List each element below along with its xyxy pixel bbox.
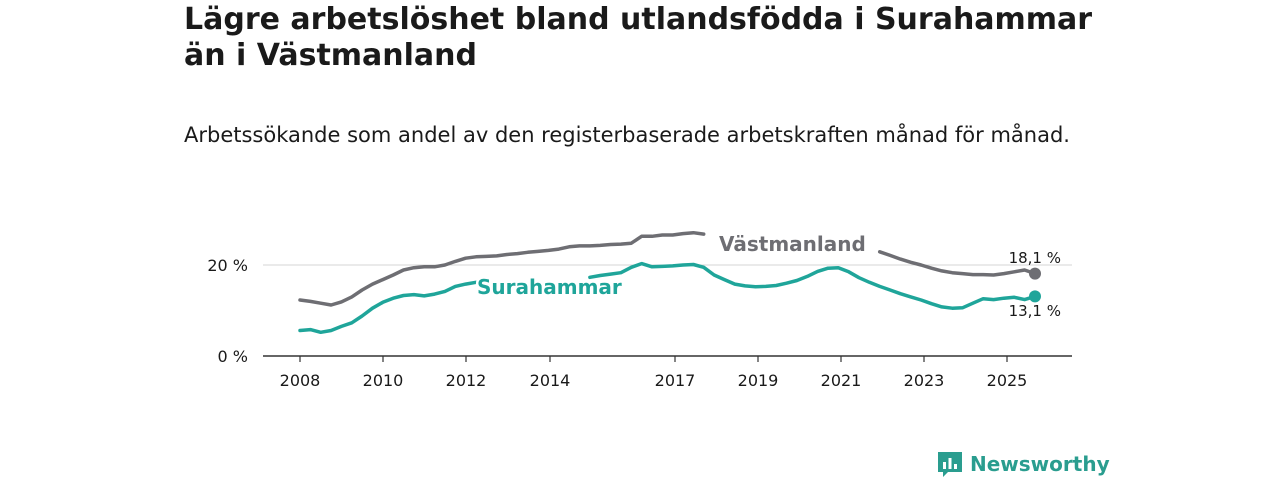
- y-axis: 0 % 20 %: [207, 256, 248, 366]
- series-line-surahammar: [588, 261, 1037, 310]
- series-name-surahammar: Surahammar: [477, 275, 622, 299]
- end-point-västmanland: [1029, 267, 1041, 280]
- x-tick-label: 2025: [987, 371, 1028, 390]
- x-tick-label: 2021: [821, 371, 862, 390]
- x-tick-label: 2014: [530, 371, 571, 390]
- x-tick-label: 2008: [280, 371, 321, 390]
- series-lines: [298, 230, 1041, 335]
- end-value-label: 13,1 %: [1009, 302, 1061, 320]
- chart-title: Lägre arbetslöshet bland utlandsfödda i …: [184, 2, 1093, 73]
- newsworthy-bar-chart-icon: [938, 452, 962, 477]
- series-name-västmanland: Västmanland: [719, 232, 866, 256]
- x-tick-label: 2010: [363, 371, 404, 390]
- chart-subtitle: Arbetssökande som andel av den registerb…: [184, 123, 1070, 147]
- x-tick-label: 2023: [904, 371, 945, 390]
- series-line-västmanland: [298, 230, 706, 307]
- end-point-surahammar: [1029, 290, 1041, 303]
- end-value-label: 18,1 %: [1009, 249, 1061, 267]
- y-tick-label: 20 %: [207, 256, 248, 275]
- x-tick-label: 2019: [738, 371, 779, 390]
- series-line-surahammar: [298, 280, 489, 335]
- newsworthy-logo: Newsworthy: [936, 448, 1110, 480]
- y-tick-label: 0 %: [218, 347, 248, 366]
- series-labels: Västmanland Surahammar 18,1 % 13,1 %: [475, 230, 1062, 321]
- brand-name: Newsworthy: [970, 452, 1110, 476]
- x-axis: 2008 2010 2012 2014 2017 2019 2021 2023 2025: [263, 355, 1072, 390]
- x-tick-label: 2017: [655, 371, 696, 390]
- x-tick-label: 2012: [446, 371, 487, 390]
- series-line-västmanland: [877, 250, 1037, 277]
